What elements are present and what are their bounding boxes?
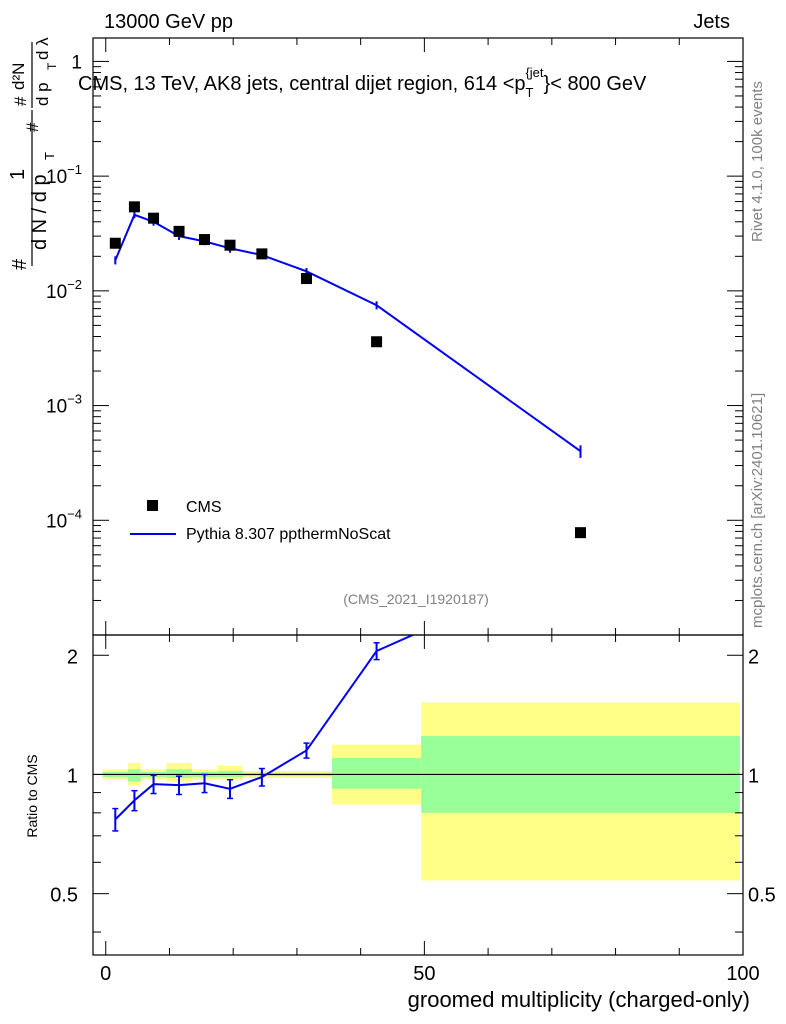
cms-point-1 bbox=[128, 201, 140, 213]
title-prefix: CMS, 13 TeV, AK8 jets, central dijet reg… bbox=[78, 73, 526, 95]
cms-series bbox=[109, 201, 586, 539]
xtick-label-0: 0 bbox=[100, 963, 111, 985]
ylabel-t2: T bbox=[45, 62, 59, 70]
rivet-label: Rivet 4.1.0, 100k events bbox=[749, 81, 766, 242]
xtick-label-1: 50 bbox=[413, 963, 435, 985]
ratio-ytick-label-0: 0.5 bbox=[50, 885, 78, 907]
band-inner-3 bbox=[166, 769, 192, 778]
legend-marker-cms bbox=[147, 500, 158, 511]
ytick-exp-2: −2 bbox=[67, 277, 82, 292]
cms-point-8 bbox=[371, 336, 383, 348]
cms-point-2 bbox=[148, 212, 160, 224]
ytick-base-3: 10 bbox=[46, 397, 67, 418]
main-frame bbox=[92, 37, 744, 636]
pythia-series bbox=[114, 211, 582, 458]
ratio-line bbox=[114, 635, 416, 821]
ratio-ytick-label-r-2: 2 bbox=[748, 646, 759, 668]
plot-title: CMS, 13 TeV, AK8 jets, central dijet reg… bbox=[78, 65, 647, 100]
ratio-frame bbox=[92, 634, 744, 956]
ytick-base-1: 10 bbox=[46, 167, 67, 188]
band-inner-7 bbox=[331, 758, 422, 789]
ratio-ytick-label-r-1: 1 bbox=[748, 765, 759, 787]
pythia-line bbox=[114, 213, 582, 453]
main-ticks bbox=[93, 38, 744, 636]
legend-label-cms: CMS bbox=[186, 499, 222, 516]
main-ytick-label-3: 10−3 bbox=[46, 392, 82, 418]
ytick-base-2: 10 bbox=[46, 282, 67, 303]
ratio-ytick-label-r-0: 0.5 bbox=[748, 885, 776, 907]
ylabel-t1: T bbox=[42, 152, 57, 160]
main-ytick-label-0: 1 bbox=[71, 52, 82, 73]
cms-point-5 bbox=[224, 239, 236, 251]
cms-point-7 bbox=[300, 273, 312, 285]
ytick-base-4: 10 bbox=[46, 511, 67, 532]
ylabel-dp: d p bbox=[33, 82, 52, 106]
xtick-label-2: 100 bbox=[726, 963, 759, 985]
cms-point-6 bbox=[256, 248, 268, 260]
ratio-uncertainty-bands bbox=[102, 702, 740, 881]
cms-point-9 bbox=[575, 527, 586, 539]
legend: CMS Pythia 8.307 ppthermNoScat bbox=[130, 499, 391, 543]
ratio-ylabel: Ratio to CMS bbox=[24, 754, 40, 837]
title-sup: {jet bbox=[525, 65, 543, 80]
analysis-id: (CMS_2021_I1920187) bbox=[343, 591, 489, 607]
tick-labels: 110−110−210−310−40.5 0.51 12 20 50 100 bbox=[46, 52, 776, 985]
main-ytick-label-2: 10−2 bbox=[46, 277, 82, 303]
ylabel-hash-top: # bbox=[11, 96, 30, 106]
band-inner-1 bbox=[128, 769, 141, 782]
cms-point-0 bbox=[109, 237, 121, 249]
ratio-ytick-label-2: 2 bbox=[67, 646, 78, 668]
ytick-exp-3: −3 bbox=[67, 392, 82, 407]
ylabel-dn: d N / d p bbox=[29, 174, 51, 250]
ylabel-d2n: d²N bbox=[9, 63, 28, 90]
category-label: Jets bbox=[693, 11, 730, 33]
ylabel-hash-left: # bbox=[9, 258, 31, 270]
main-ytick-label-4: 10−4 bbox=[46, 506, 82, 532]
beam-label: 13000 GeV pp bbox=[104, 11, 233, 33]
ratio-series bbox=[112, 635, 416, 832]
ylabel-one: 1 bbox=[7, 169, 29, 180]
ylabel-dl: d λ bbox=[33, 37, 52, 60]
cms-point-3 bbox=[173, 225, 185, 237]
ratio-ytick-label-1: 1 bbox=[67, 765, 78, 787]
main-ytick-label-1: 10−1 bbox=[46, 162, 82, 188]
cms-point-4 bbox=[199, 234, 211, 246]
mcplots-label: mcplots.cern.ch [arXiv:2401.10621] bbox=[749, 393, 766, 628]
xlabel: groomed multiplicity (charged-only) bbox=[408, 987, 750, 1012]
title-sub: T bbox=[526, 85, 534, 100]
legend-label-pythia: Pythia 8.307 ppthermNoScat bbox=[186, 526, 391, 543]
title-suffix: }< 800 GeV bbox=[544, 73, 648, 95]
ratio-series-group bbox=[112, 635, 416, 832]
ytick-exp-1: −1 bbox=[67, 162, 82, 177]
ytick-exp-4: −4 bbox=[67, 506, 82, 521]
main-ylabel: # 1 d N / d p T # # d²N d p T d λ bbox=[7, 37, 59, 270]
